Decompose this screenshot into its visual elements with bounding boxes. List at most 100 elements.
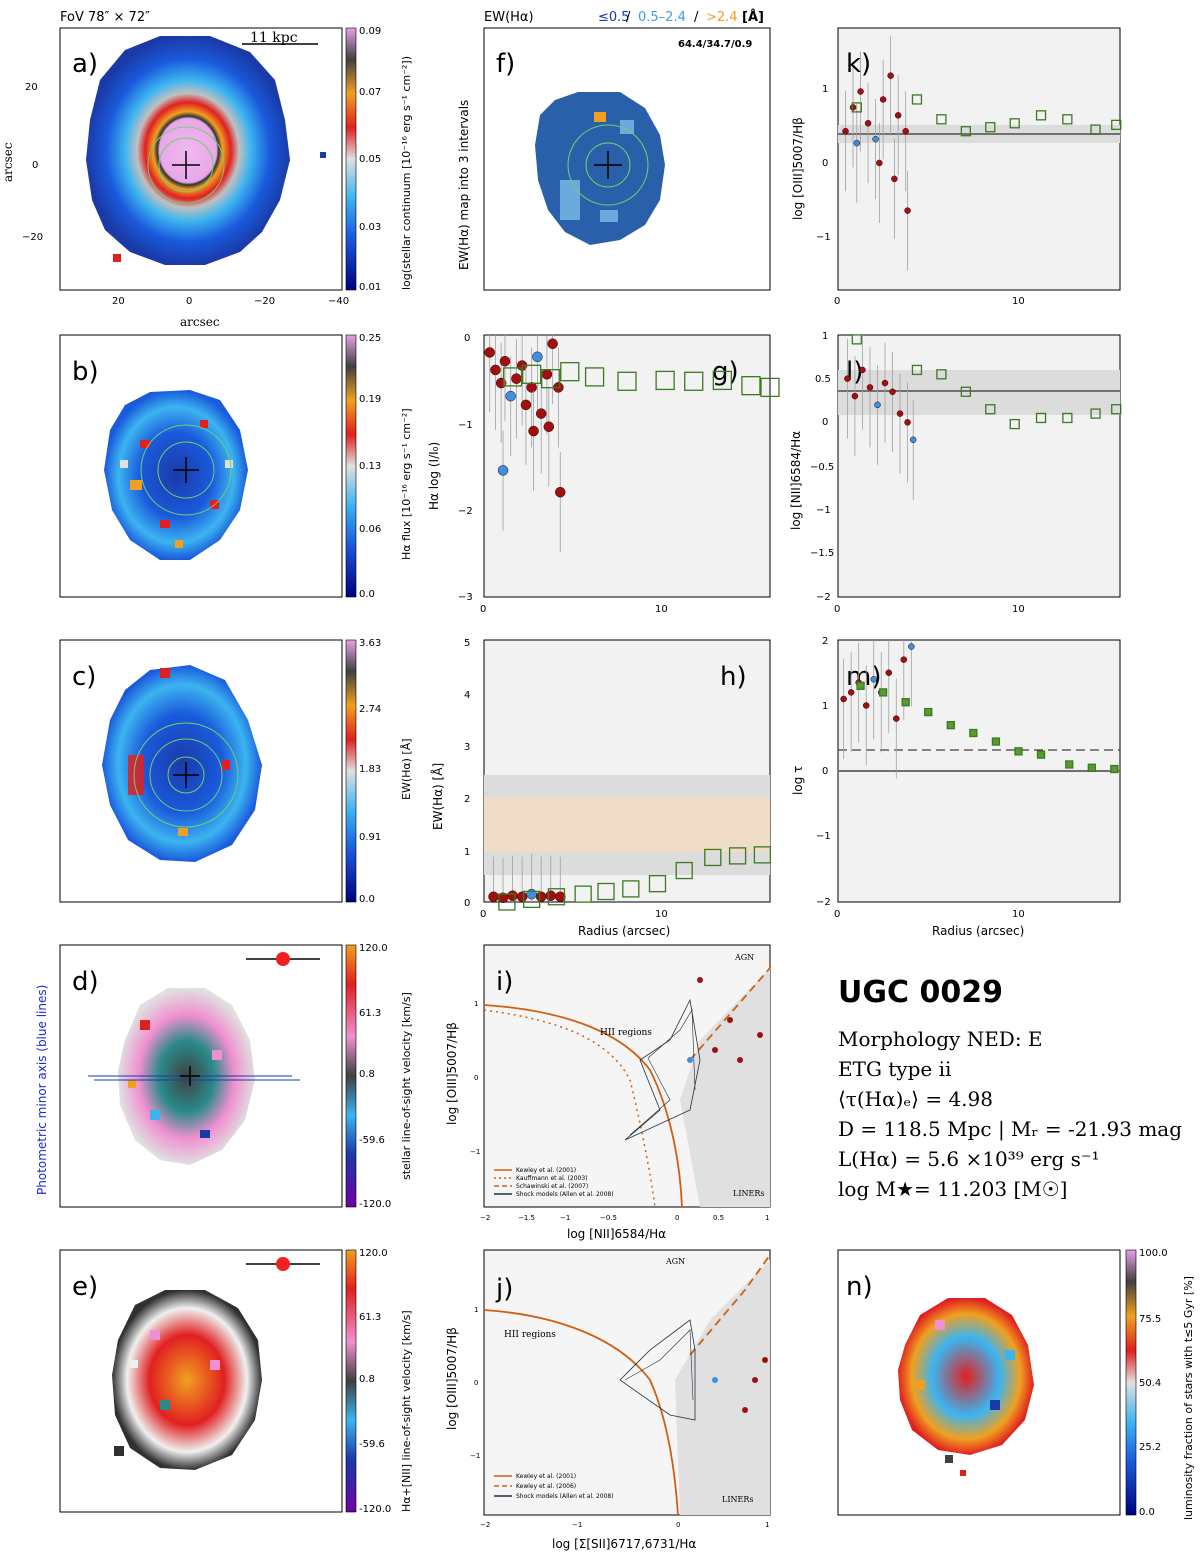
ew-interval-high: >2.4 (706, 10, 738, 25)
i-ytick-0: 1 (474, 1000, 478, 1008)
a-cbar-tick-2: 0.05 (359, 154, 381, 165)
spaxel-point (547, 338, 558, 349)
etg-type: ETG type ii (838, 1057, 952, 1081)
n-cbar-tick-0: 100.0 (1139, 1248, 1168, 1259)
c-cbar-tick-4: 0.0 (359, 894, 375, 905)
i-xtick-4: 0 (675, 1214, 679, 1222)
galaxy-name: UGC 0029 (838, 975, 1003, 1010)
n-cbar-tick-2: 50.4 (1139, 1378, 1161, 1389)
g-ytick-2: −2 (458, 506, 473, 517)
profile-point (1009, 118, 1020, 129)
profile-point (704, 848, 722, 867)
profile-point (655, 370, 675, 391)
profile-point (1036, 750, 1046, 759)
spaxel-point (859, 366, 866, 374)
l-ytick-0: 1 (822, 331, 828, 342)
spaxel-point (909, 436, 917, 444)
profile-point (675, 861, 693, 880)
panel-i-tag: i) (496, 967, 513, 997)
i-ytick-1: 0 (474, 1074, 478, 1082)
profile-point (936, 114, 947, 125)
scale-bar-label: 11 kpc (250, 30, 298, 46)
h-ytick-3: 2 (464, 794, 470, 805)
d-cbar-tick-0: 120.0 (359, 943, 388, 954)
b-cbar-tick-3: 0.06 (359, 524, 381, 535)
spaxel-point (555, 891, 566, 903)
h-ylabel: EW(Hα) [Å] (430, 763, 445, 830)
g-ytick-0: 0 (464, 333, 470, 344)
spaxel-point (857, 88, 864, 95)
n-cbar-tick-3: 25.2 (1139, 1442, 1161, 1453)
profile-point (547, 888, 566, 906)
panel-k-tag: k) (846, 49, 871, 79)
a-ylabel: arcsec (1, 142, 15, 182)
spaxel-point (894, 112, 902, 119)
spaxel-point (896, 410, 904, 417)
e-position-marker (276, 1257, 290, 1271)
profile-point (541, 369, 561, 389)
c-cbar-tick-3: 0.91 (359, 832, 381, 843)
e-cbar-tick-4: -120.0 (359, 1504, 391, 1515)
g-ytick-1: −1 (458, 420, 473, 431)
j-region-liner: LINERs (722, 1495, 753, 1504)
a-cbar-tick-3: 0.03 (359, 222, 381, 233)
a-ytick-0: 20 (25, 82, 38, 93)
d-cbar-tick-1: 61.3 (359, 1008, 381, 1019)
profile-point (969, 728, 978, 738)
h-xlabel: Radius (arcsec) (578, 924, 670, 938)
a-ytick-1: 0 (32, 160, 38, 171)
profile-point (560, 362, 580, 382)
k-ylabel: log [OIII]5007/Hβ (791, 117, 805, 220)
e-cbar-tick-0: 120.0 (359, 1248, 388, 1259)
profile-point (985, 404, 996, 415)
halpha-luminosity: L(Hα) = 5.6 ×10³⁹ erg s⁻¹ (838, 1147, 1100, 1171)
h-xtick-1: 10 (655, 909, 668, 920)
spaxel-point (488, 891, 499, 903)
m-ytick-3: −1 (816, 831, 831, 842)
spaxel-point (866, 384, 874, 391)
spaxel-point (881, 379, 889, 387)
i-xtick-1: −1.5 (518, 1214, 535, 1222)
halpha-flux-map (104, 390, 248, 560)
tau-halpha: ⟨τ(Hα)ₑ⟩ = 4.98 (838, 1087, 993, 1111)
g-xtick-1: 10 (655, 604, 668, 615)
gas-velocity-map (112, 1290, 262, 1470)
i-region-agn: AGN (734, 953, 754, 962)
spaxel-point (879, 96, 887, 103)
spaxel-point (541, 369, 553, 380)
d-cbar-tick-3: -59.6 (359, 1135, 385, 1146)
profile-point (1035, 110, 1047, 121)
spaxel-point (507, 890, 518, 901)
h-ytick-5: 0 (464, 898, 470, 909)
spaxel-point (874, 401, 881, 409)
e-colorbar (345, 1249, 357, 1513)
i-legend-3: Shock models (Allen et al. 2008) (516, 1191, 614, 1198)
profile-point (960, 386, 971, 397)
l-xtick-1: 10 (1012, 604, 1025, 615)
spaxel-point (499, 355, 511, 367)
j-ytick-2: −1 (470, 1452, 480, 1460)
g-xtick-0: 0 (480, 604, 486, 615)
k-ytick-0: 1 (822, 84, 828, 95)
spaxel-point (516, 891, 528, 903)
c-cbar-tick-1: 2.74 (359, 704, 381, 715)
a-colorbar (345, 27, 357, 291)
continuum-map (86, 36, 290, 265)
i-xtick-3: −0.5 (600, 1214, 617, 1222)
i-ylabel: log [OIII]5007/Hβ (445, 1022, 459, 1125)
l-ytick-2: 0 (822, 417, 828, 428)
profile-point (1110, 764, 1119, 774)
a-xtick-1: 0 (186, 296, 192, 307)
d-cbar-tick-2: 0.8 (359, 1069, 375, 1080)
e-cbar-tick-2: 0.8 (359, 1374, 375, 1385)
spaxel-point (520, 399, 532, 411)
e-cbar-label: Hα+[NII] line-of-sight velocity [km/s] (400, 1310, 413, 1512)
j-legend-0: Kewley et al. (2001) (516, 1473, 576, 1480)
profile-point (878, 688, 888, 697)
panel-n-tag: n) (846, 1272, 873, 1302)
m-xtick-1: 10 (1012, 909, 1025, 920)
panel-d: d) Photometric minor axis (blue lines) 1… (35, 943, 413, 1210)
spaxel-point (889, 388, 896, 396)
j-region-hii: HII regions (504, 1330, 556, 1340)
l-plot-area (844, 334, 1122, 500)
